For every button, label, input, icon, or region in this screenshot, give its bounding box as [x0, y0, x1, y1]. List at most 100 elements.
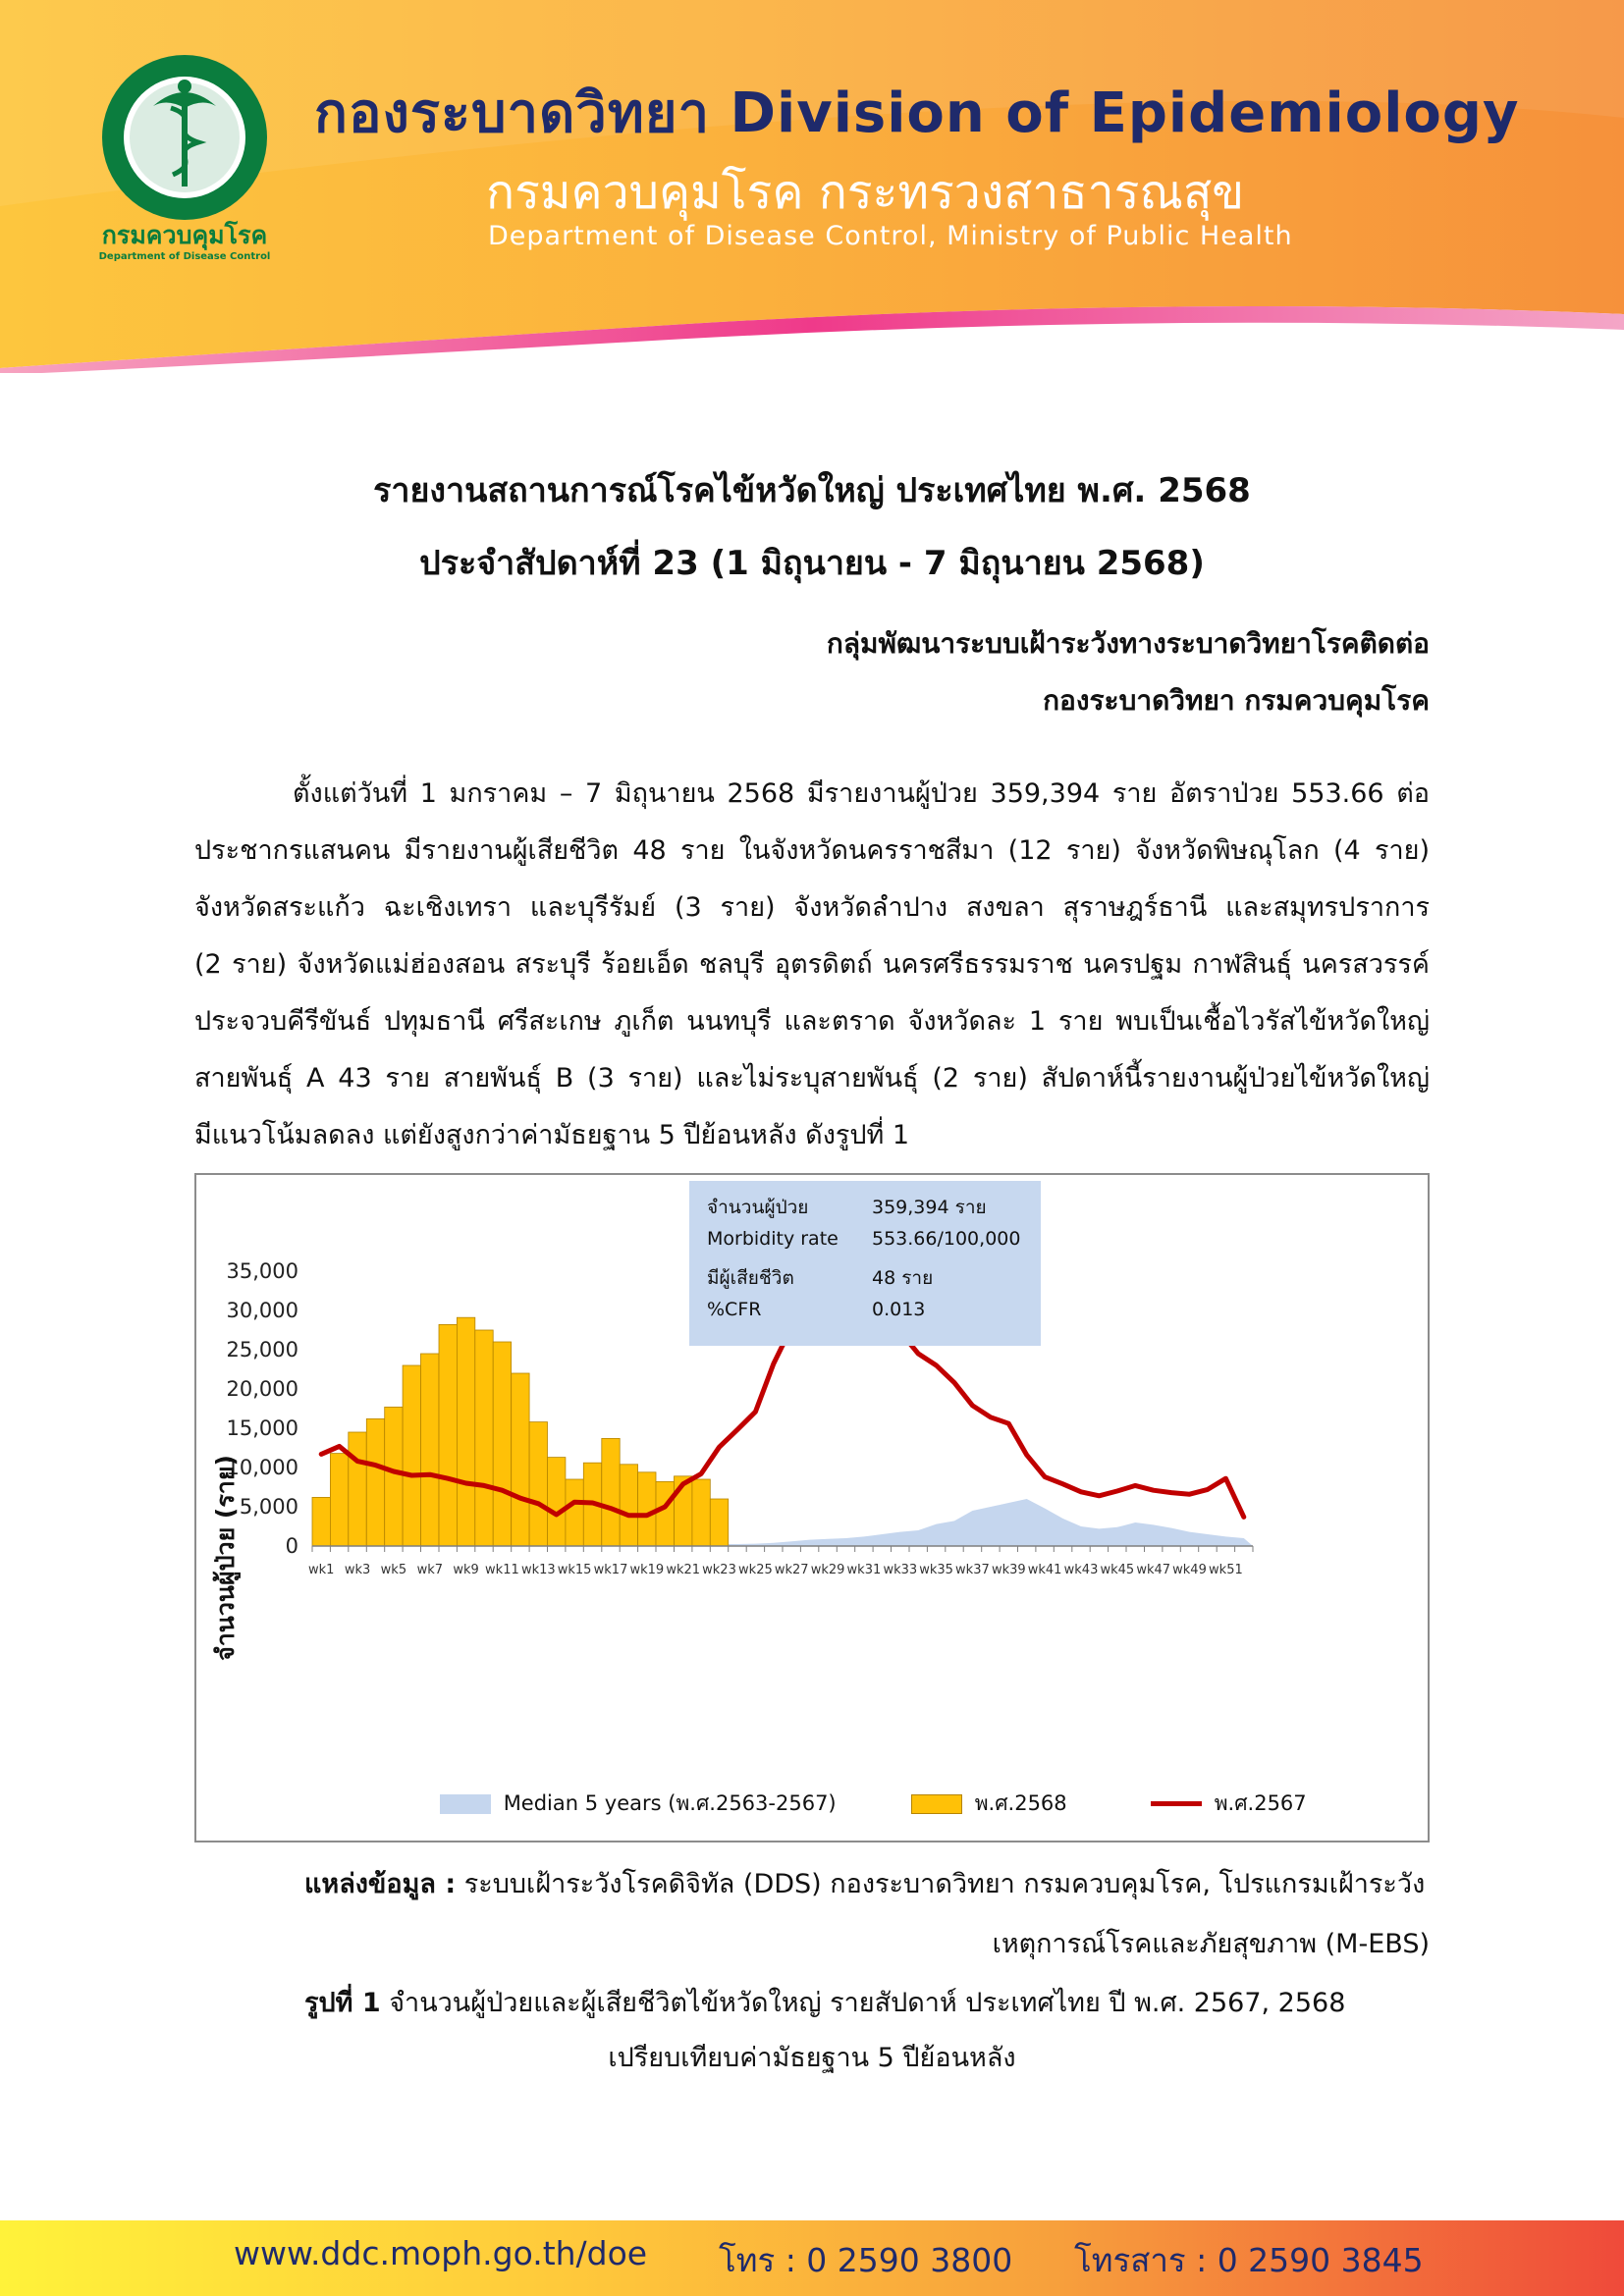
- body-line: มีแนวโน้มลดลง แต่ยังสูงกว่าค่ามัธยฐาน 5 …: [194, 1120, 910, 1150]
- x-tick-label: wk13: [521, 1563, 556, 1577]
- stat-value: 48 ราย: [872, 1267, 934, 1289]
- legend-swatch-2568: [911, 1793, 962, 1814]
- logo-caption-en: Department of Disease Control: [99, 251, 271, 262]
- x-tick-label: wk3: [345, 1563, 370, 1577]
- bar-2568: [348, 1431, 367, 1547]
- stat-row-morbidity: Morbidity rate 553.66/100,000: [707, 1228, 1041, 1263]
- bar-2568: [655, 1480, 675, 1547]
- figure-caption-text: จำนวนผู้ป่วยและผู้เสียชีวิตไข้หวัดใหญ่ ร…: [380, 1988, 1346, 2018]
- x-tick-label: wk27: [775, 1563, 809, 1577]
- x-tick-label: wk21: [666, 1563, 700, 1577]
- y-tick-label: 25,000: [227, 1338, 298, 1362]
- legend-item-2567: พ.ศ.2567: [1151, 1788, 1307, 1821]
- stat-value: 553.66/100,000: [872, 1228, 1021, 1250]
- report-title-line2: ประจำสัปดาห์ที่ 23 (1 มิถุนายน - 7 มิถุน…: [419, 544, 1205, 583]
- x-tick-label: wk35: [919, 1563, 953, 1577]
- x-tick-label: wk25: [738, 1563, 773, 1577]
- body-line: จังหวัดสระแก้ว ฉะเชิงเทรา และบุรีรัมย์ (…: [194, 892, 1430, 923]
- stats-box: จำนวนผู้ป่วย 359,394 ราย Morbidity rate …: [689, 1181, 1041, 1346]
- figure-caption-line2: เปรียบเทียบค่ามัธยฐาน 5 ปีย้อนหลัง: [608, 2043, 1016, 2073]
- org-line1: กลุ่มพัฒนาระบบเฝ้าระวังทางระบาดวิทยาโรคต…: [826, 627, 1430, 660]
- bar-2568: [637, 1471, 657, 1547]
- bar-2568: [456, 1316, 476, 1547]
- bar-2568: [492, 1341, 513, 1547]
- x-tick-label: wk51: [1209, 1563, 1243, 1577]
- bar-2568: [402, 1364, 421, 1547]
- legend-label: พ.ศ.2567: [1214, 1791, 1307, 1815]
- x-tick-label: wk11: [485, 1563, 519, 1577]
- logo-caption-th: กรมควบคุมโรค: [102, 220, 267, 251]
- x-tick-label: wk1: [308, 1563, 334, 1577]
- x-tick-label: wk39: [992, 1563, 1026, 1577]
- stat-label: %CFR: [707, 1299, 762, 1320]
- legend-item-median: Median 5 years (พ.ศ.2563-2567): [440, 1788, 837, 1821]
- x-tick-label: wk19: [629, 1563, 664, 1577]
- x-tick-label: wk7: [417, 1563, 443, 1577]
- bar-2568: [601, 1437, 621, 1547]
- header-subtitle-th: กรมควบคุมโรค กระทรวงสาธารณสุข: [486, 165, 1245, 220]
- stat-label: มีผู้เสียชีวิต: [707, 1267, 794, 1289]
- bar-2568: [474, 1329, 494, 1547]
- x-tick-label: wk33: [883, 1563, 917, 1577]
- stat-row-deaths: มีผู้เสียชีวิต 48 ราย: [707, 1263, 1041, 1299]
- bar-2568: [511, 1372, 530, 1547]
- source-label: แหล่งข้อมูล :: [304, 1869, 457, 1899]
- source-line2: เหตุการณ์โรคและภัยสุขภาพ (M-EBS): [992, 1929, 1430, 1959]
- y-tick-label: 35,000: [227, 1259, 298, 1283]
- footer-fax: โทรสาร : 0 2590 3845: [1074, 2241, 1424, 2279]
- org-line2: กองระบาดวิทยา กรมควบคุมโรค: [1043, 684, 1430, 717]
- y-tick-label: 20,000: [227, 1377, 298, 1401]
- x-tick-label: wk17: [594, 1563, 628, 1577]
- y-tick-label: 0: [286, 1534, 298, 1558]
- x-tick-label: wk49: [1172, 1563, 1207, 1577]
- header-title: กองระบาดวิทยา Division of Epidemiology: [314, 81, 1520, 145]
- bar-2568: [311, 1496, 331, 1547]
- bar-2568: [691, 1478, 711, 1547]
- body-line: ประชากรแสนคน มีรายงานผู้เสียชีวิต 48 ราย…: [194, 835, 1430, 866]
- stat-row-cfr: %CFR 0.013: [707, 1299, 1041, 1334]
- source-line1: แหล่งข้อมูล : ระบบเฝ้าระวังโรคดิจิทัล (D…: [304, 1862, 1425, 1904]
- body-paragraph: ตั้งแต่วันที่ 1 มกราคม – 7 มิถุนายน 2568…: [194, 766, 1430, 1164]
- x-tick-label: wk43: [1064, 1563, 1099, 1577]
- header-subtitle-en: Department of Disease Control, Ministry …: [488, 221, 1293, 251]
- bar-2568: [547, 1457, 567, 1547]
- footer-website[interactable]: www.ddc.moph.go.th/doe: [234, 2234, 648, 2272]
- header-banner: [0, 0, 1624, 373]
- stat-row-cases: จำนวนผู้ป่วย 359,394 ราย: [707, 1193, 1041, 1228]
- bar-2568: [709, 1498, 730, 1547]
- x-tick-label: wk29: [811, 1563, 845, 1577]
- y-axis-label: จำนวนผู้ป่วย (ราย): [211, 1455, 240, 1661]
- legend-swatch-median: [440, 1793, 491, 1814]
- x-tick-label: wk45: [1100, 1563, 1134, 1577]
- legend-label: Median 5 years (พ.ศ.2563-2567): [503, 1791, 837, 1815]
- bar-2568: [365, 1417, 386, 1547]
- bar-2568: [528, 1421, 548, 1547]
- y-tick-label: 15,000: [227, 1416, 298, 1440]
- stat-label: จำนวนผู้ป่วย: [707, 1197, 809, 1218]
- stat-label: Morbidity rate: [707, 1228, 839, 1250]
- chart-plot: 0 5,000 10,000 15,000 20,000 25,000 30,000 35,0…: [227, 1259, 1254, 1577]
- bar-2568: [420, 1353, 440, 1547]
- x-tick-label: wk15: [558, 1563, 592, 1577]
- legend-label: พ.ศ.2568: [974, 1791, 1067, 1815]
- x-tick-label: wk47: [1136, 1563, 1170, 1577]
- footer-phone: โทร : 0 2590 3800: [719, 2241, 1013, 2279]
- x-tick-label: wk23: [702, 1563, 736, 1577]
- stat-value: 359,394 ราย: [872, 1197, 987, 1218]
- x-tick-label: wk37: [955, 1563, 990, 1577]
- footer-bar: www.ddc.moph.go.th/doe โทร : 0 2590 3800…: [0, 2220, 1624, 2296]
- ministry-logo: กรมควบคุมโรค Department of Disease Contr…: [99, 55, 271, 262]
- bar-2568: [329, 1453, 350, 1547]
- x-tick-label: wk5: [381, 1563, 406, 1577]
- y-tick-label: 5,000: [240, 1495, 298, 1519]
- body-line: ตั้งแต่วันที่ 1 มกราคม – 7 มิถุนายน 2568…: [293, 778, 1430, 809]
- body-line: สายพันธุ์ A 43 ราย สายพันธุ์ B (3 ราย) แ…: [194, 1063, 1430, 1094]
- bar-2568: [438, 1323, 458, 1547]
- influenza-chart: 0 5,000 10,000 15,000 20,000 25,000 30,000 35,0…: [194, 1173, 1430, 1842]
- x-tick-label: wk41: [1028, 1563, 1062, 1577]
- body-line: ประจวบคีรีขันธ์ ปทุมธานี ศรีสะเกษ ภูเก็ต…: [194, 1006, 1430, 1037]
- report-title-line1: รายงานสถานการณ์โรคไข้หวัดใหญ่ ประเทศไทย …: [373, 471, 1251, 510]
- legend-item-2568: พ.ศ.2568: [911, 1788, 1067, 1821]
- bar-2568: [619, 1464, 639, 1547]
- figure-label: รูปที่ 1: [304, 1988, 381, 2018]
